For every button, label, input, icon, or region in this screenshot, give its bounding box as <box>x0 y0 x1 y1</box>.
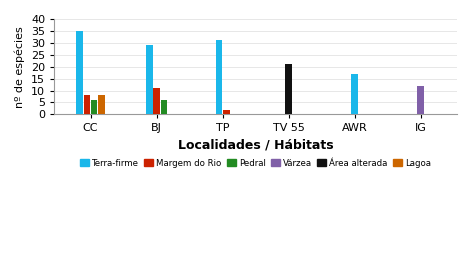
Bar <box>285 64 292 114</box>
Bar <box>223 110 229 114</box>
Bar <box>76 31 83 114</box>
X-axis label: Localidades / Hábitats: Localidades / Hábitats <box>178 139 333 152</box>
Y-axis label: nº de espécies: nº de espécies <box>15 26 25 108</box>
Bar <box>146 45 152 114</box>
Bar <box>216 40 222 114</box>
Bar <box>351 74 358 114</box>
Bar <box>84 95 90 114</box>
Bar <box>98 95 105 114</box>
Legend: Terra-firme, Margem do Rio, Pedral, Várzea, Área alterada, Lagoa: Terra-firme, Margem do Rio, Pedral, Várz… <box>80 159 431 168</box>
Bar <box>91 100 97 114</box>
Bar <box>160 100 167 114</box>
Bar <box>417 86 424 114</box>
Bar <box>153 88 160 114</box>
